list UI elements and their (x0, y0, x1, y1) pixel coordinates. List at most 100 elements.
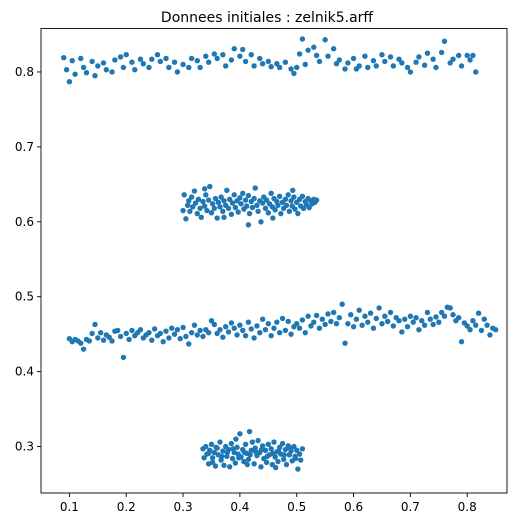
data-point (230, 446, 236, 452)
data-point (205, 197, 212, 203)
data-point (342, 340, 348, 346)
data-point (228, 320, 235, 326)
data-point (201, 203, 208, 209)
data-point (174, 69, 181, 75)
data-point (177, 335, 183, 342)
data-point (237, 195, 243, 201)
data-point (217, 204, 223, 210)
data-point (280, 456, 287, 462)
data-point (282, 59, 289, 65)
data-point (387, 54, 394, 60)
data-point (72, 71, 78, 77)
data-point (365, 319, 371, 325)
data-point (146, 329, 152, 336)
data-point (95, 63, 101, 69)
data-point (78, 55, 84, 62)
data-point (259, 200, 266, 206)
data-point (288, 66, 294, 72)
data-point (287, 445, 293, 451)
data-point (195, 196, 202, 203)
data-point (265, 441, 272, 447)
data-point (433, 64, 439, 71)
data-point (223, 323, 229, 330)
data-point (282, 327, 289, 334)
data-point (367, 310, 374, 316)
data-point (433, 314, 439, 320)
data-point (447, 60, 453, 66)
data-point (362, 313, 368, 319)
data-point (268, 446, 274, 452)
data-point (186, 341, 192, 347)
data-point (226, 196, 233, 203)
data-point (224, 187, 230, 194)
data-point (221, 214, 227, 220)
data-point (313, 312, 320, 319)
data-point (283, 461, 290, 468)
data-point (458, 338, 465, 345)
data-point (78, 340, 84, 346)
data-point (410, 319, 416, 325)
data-point (268, 64, 274, 70)
data-point (201, 186, 208, 192)
data-point (251, 63, 257, 69)
data-point (123, 52, 129, 58)
data-point (245, 456, 252, 462)
data-point (214, 55, 220, 62)
y-tick-label: 0.6 (15, 215, 34, 229)
data-point (109, 338, 115, 344)
data-point (270, 215, 276, 221)
data-point (253, 449, 259, 455)
data-point (275, 448, 282, 454)
data-point (89, 330, 95, 337)
data-point (430, 56, 436, 62)
data-point (151, 326, 158, 332)
y-tick-label: 0.8 (15, 65, 34, 79)
data-point (299, 36, 306, 42)
data-point (200, 333, 206, 340)
data-point (242, 58, 249, 65)
data-point (225, 205, 232, 212)
data-point (288, 198, 294, 204)
data-point (254, 323, 260, 329)
data-point (252, 185, 258, 191)
data-point (263, 459, 270, 465)
data-point (228, 57, 235, 63)
data-point (246, 428, 253, 435)
data-point (322, 37, 328, 43)
data-point (257, 329, 263, 336)
data-point (281, 452, 287, 458)
y-tick-label: 0.7 (15, 140, 34, 154)
data-point (95, 335, 101, 341)
data-point (197, 327, 203, 334)
data-point (268, 332, 274, 339)
data-point (180, 61, 186, 68)
data-point (240, 327, 246, 334)
data-point (255, 437, 261, 444)
data-point (478, 327, 485, 334)
data-point (373, 315, 379, 322)
data-point (245, 192, 252, 199)
data-point (294, 64, 300, 71)
data-point (242, 197, 249, 203)
data-point (258, 219, 264, 225)
data-point (464, 52, 470, 59)
data-point (470, 317, 476, 324)
data-point (205, 59, 212, 65)
data-point (220, 448, 226, 454)
data-point (137, 56, 144, 62)
data-point (208, 317, 215, 324)
data-point (190, 204, 196, 210)
data-point (481, 316, 487, 322)
data-point (217, 439, 223, 445)
data-point (305, 47, 311, 53)
data-point (285, 318, 291, 325)
data-point (265, 58, 272, 65)
data-point (246, 210, 253, 217)
data-point (268, 190, 274, 197)
data-point (407, 313, 414, 319)
data-point (248, 52, 254, 58)
data-point (387, 309, 394, 316)
data-point (313, 52, 320, 59)
data-point (166, 64, 172, 71)
data-point (92, 321, 98, 328)
